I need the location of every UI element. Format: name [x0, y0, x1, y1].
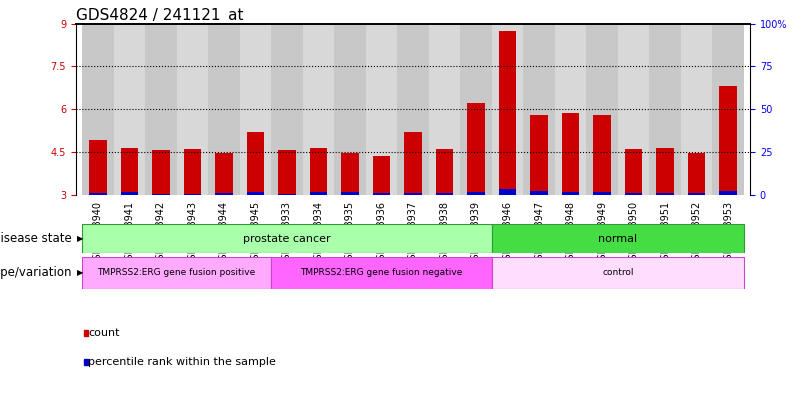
Bar: [555, 24, 587, 195]
Bar: [215, 193, 232, 195]
Bar: [239, 24, 271, 195]
Text: count: count: [89, 328, 120, 338]
Bar: [688, 193, 705, 195]
Bar: [657, 193, 674, 195]
Bar: [405, 193, 421, 195]
Bar: [650, 24, 681, 195]
Bar: [145, 24, 176, 195]
Bar: [247, 132, 264, 195]
Bar: [720, 86, 737, 195]
Bar: [342, 192, 358, 195]
Text: prostate cancer: prostate cancer: [243, 234, 330, 244]
Bar: [271, 24, 302, 195]
Text: control: control: [602, 268, 634, 277]
Text: normal: normal: [598, 234, 638, 244]
Bar: [120, 147, 138, 195]
Bar: [436, 149, 453, 195]
Bar: [82, 24, 113, 195]
Bar: [373, 193, 390, 195]
Text: ▶: ▶: [77, 234, 84, 243]
Bar: [618, 24, 650, 195]
Bar: [713, 24, 744, 195]
Bar: [468, 103, 484, 195]
Bar: [523, 24, 555, 195]
Bar: [562, 113, 579, 195]
Bar: [152, 151, 169, 195]
Bar: [460, 24, 492, 195]
Bar: [279, 151, 295, 195]
Bar: [492, 257, 744, 289]
Bar: [531, 115, 547, 195]
Bar: [492, 24, 523, 195]
Bar: [397, 24, 429, 195]
Bar: [562, 192, 579, 195]
Bar: [215, 153, 232, 195]
Bar: [184, 194, 201, 195]
Bar: [184, 149, 201, 195]
Bar: [657, 147, 674, 195]
Bar: [342, 153, 358, 195]
Bar: [499, 31, 516, 195]
Bar: [492, 224, 744, 253]
Bar: [279, 194, 295, 195]
Bar: [334, 24, 365, 195]
Text: GDS4824 / 241121_at: GDS4824 / 241121_at: [76, 7, 243, 24]
Bar: [436, 193, 453, 195]
Bar: [208, 24, 239, 195]
Bar: [271, 257, 492, 289]
Bar: [594, 115, 610, 195]
Bar: [499, 189, 516, 195]
Bar: [152, 194, 169, 195]
Text: genotype/variation: genotype/variation: [0, 266, 72, 279]
Bar: [120, 192, 138, 195]
Bar: [429, 24, 460, 195]
Bar: [688, 153, 705, 195]
Text: ▶: ▶: [77, 268, 84, 277]
Bar: [89, 140, 106, 195]
Text: disease state: disease state: [0, 232, 72, 245]
Bar: [310, 192, 327, 195]
Bar: [373, 156, 390, 195]
Bar: [302, 24, 334, 195]
Text: TMPRSS2:ERG gene fusion negative: TMPRSS2:ERG gene fusion negative: [300, 268, 463, 277]
Bar: [681, 24, 713, 195]
Bar: [594, 192, 610, 195]
Bar: [82, 224, 492, 253]
Bar: [89, 193, 106, 195]
Bar: [720, 191, 737, 195]
Bar: [625, 193, 642, 195]
Bar: [365, 24, 397, 195]
Bar: [531, 191, 547, 195]
Bar: [468, 192, 484, 195]
Bar: [176, 24, 208, 195]
Bar: [405, 132, 421, 195]
Text: percentile rank within the sample: percentile rank within the sample: [89, 357, 276, 367]
Bar: [625, 149, 642, 195]
Bar: [587, 24, 618, 195]
Bar: [113, 24, 145, 195]
Bar: [310, 147, 327, 195]
Bar: [247, 192, 264, 195]
Text: TMPRSS2:ERG gene fusion positive: TMPRSS2:ERG gene fusion positive: [97, 268, 256, 277]
Bar: [82, 257, 271, 289]
